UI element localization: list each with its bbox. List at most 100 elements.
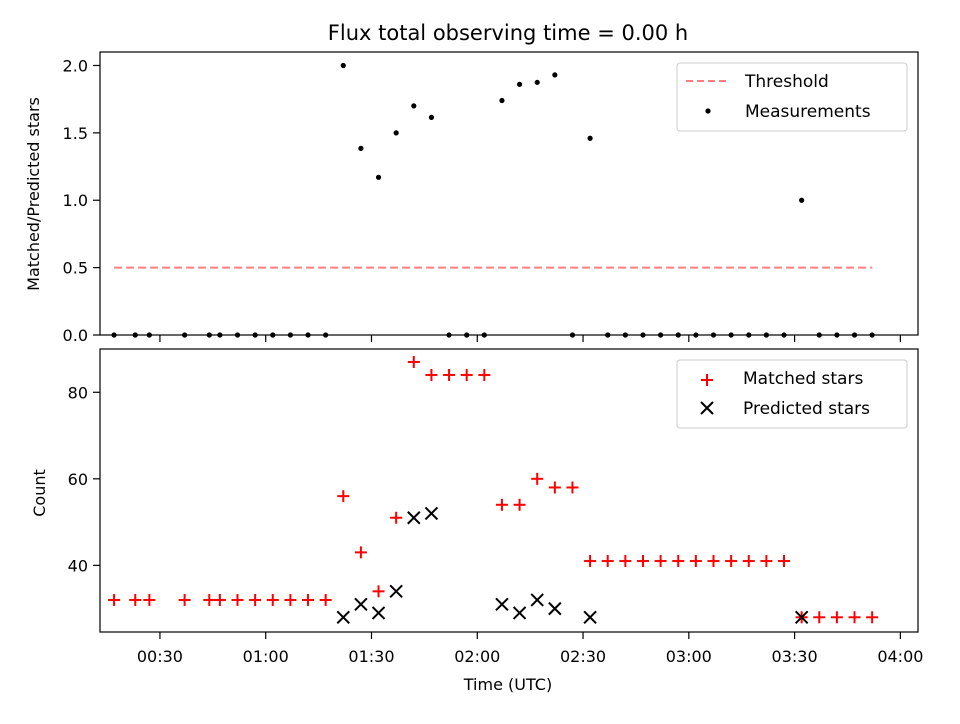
matched-star-point [778, 555, 791, 568]
x-tick-label: 03:30 [772, 647, 818, 666]
matched-star-point [231, 593, 244, 606]
matched-star-point [513, 498, 526, 511]
matched-star-point [584, 555, 597, 568]
matched-star-point [866, 611, 879, 624]
matched-star-point [425, 368, 438, 381]
measurement-point [393, 130, 399, 136]
matched-star-point [266, 593, 279, 606]
measurement-point [481, 332, 487, 338]
measurement-point [428, 114, 435, 120]
matched-star-point [495, 498, 508, 511]
matched-star-point [566, 481, 579, 494]
matched-star-point [478, 368, 491, 381]
measurement-point [499, 97, 505, 104]
top-y-tick-label: 1.5 [63, 124, 88, 143]
matched-star-point [654, 555, 667, 568]
measurement-point [358, 145, 364, 151]
bottom-y-tick-label: 40 [68, 556, 88, 575]
matched-star-point [443, 368, 456, 381]
measurement-point [834, 332, 840, 338]
measurement-point [693, 332, 699, 338]
top-axes: 0.00.51.01.52.0 Matched/Predicted stars … [24, 51, 919, 345]
top-x-ticks [159, 335, 901, 342]
bottom-y-ticks: 40 60 80 [68, 383, 100, 575]
predicted-star-point [794, 610, 809, 624]
matched-star-point [302, 593, 315, 606]
x-tick-label: 01:00 [243, 647, 289, 666]
matched-star-point [707, 555, 720, 568]
measurement-point [675, 332, 681, 338]
matched-star-point [689, 555, 702, 568]
matched-star-point [407, 355, 420, 368]
top-legend: Threshold Measurements [676, 62, 908, 132]
x-tick-label: 02:30 [560, 647, 606, 666]
predicted-star-point [530, 593, 544, 607]
matched-star-point [143, 593, 156, 606]
measurement-point [851, 332, 858, 338]
top-y-tick-label: 1.0 [63, 191, 88, 210]
predicted-star-point [495, 597, 509, 612]
matched-star-point [619, 555, 632, 568]
matched-star-point [548, 481, 561, 494]
matched-star-point [354, 546, 367, 559]
matched-star-point [372, 585, 385, 598]
top-series [111, 62, 875, 338]
measurement-point [464, 332, 470, 338]
measurement-point [746, 332, 752, 338]
measurement-point [816, 332, 822, 338]
measurement-point [182, 332, 188, 338]
measurement-point [534, 79, 540, 85]
bottom-legend-frame [676, 359, 908, 429]
matched-star-point [601, 555, 614, 568]
matched-star-point [672, 555, 685, 568]
measurement-point [728, 332, 734, 338]
matched-star-point [813, 611, 826, 624]
measurement-point [622, 332, 628, 338]
predicted-star-point [336, 610, 350, 624]
bottom-x-ticks: 00:30 01:00 01:30 02:00 02:30 03:00 03:30 04:00 [137, 632, 923, 666]
matched-star-point [460, 368, 473, 381]
legend-matched-marker [701, 374, 713, 386]
matched-star-point [725, 555, 738, 568]
measurement-point [111, 332, 117, 338]
measurement-point [552, 72, 558, 78]
legend-measurements-marker [705, 108, 711, 114]
x-axis-label: Time (UTC) [463, 675, 552, 694]
matched-star-point [249, 593, 262, 606]
legend-measurements-label: Measurements [745, 102, 871, 122]
bottom-axes-frame [99, 348, 919, 633]
measurement-point [411, 103, 417, 109]
x-tick-label: 00:30 [137, 647, 183, 666]
x-tick-label: 04:00 [877, 647, 923, 666]
measurement-point [375, 174, 382, 180]
top-y-ticks: 0.0 0.5 1.0 1.5 2.0 [63, 56, 100, 345]
predicted-star-point [512, 606, 527, 620]
measurement-point [217, 332, 223, 338]
bottom-axes: 40 60 80 00:30 01:00 01:30 02:00 02:30 03:00 03:… [30, 348, 923, 694]
x-tick-label: 01:30 [348, 647, 394, 666]
predicted-star-point [548, 601, 562, 616]
top-y-tick-label: 0.5 [63, 259, 88, 278]
predicted-star-point [424, 506, 439, 521]
legend-predicted-label: Predicted stars [743, 399, 870, 419]
measurement-point [234, 332, 241, 338]
predicted-star-point [354, 597, 368, 612]
matched-star-point [742, 555, 755, 568]
predicted-star-point [389, 584, 403, 599]
bottom-legend: Matched stars Predicted stars [676, 359, 908, 429]
predicted-star-point [371, 606, 386, 620]
matched-star-point [108, 593, 121, 606]
bottom-y-tick-label: 80 [68, 383, 88, 402]
top-y-axis-label: Matched/Predicted stars [24, 97, 43, 291]
bottom-y-tick-label: 60 [68, 470, 88, 489]
matched-star-point [319, 593, 332, 606]
measurement-point [763, 332, 769, 338]
bottom-series [108, 355, 879, 624]
matched-star-point [203, 593, 216, 606]
top-axes-frame [99, 51, 919, 336]
matched-star-point [129, 593, 142, 606]
x-tick-label: 03:00 [666, 647, 712, 666]
measurement-point [132, 332, 138, 338]
measurement-point [569, 332, 576, 338]
